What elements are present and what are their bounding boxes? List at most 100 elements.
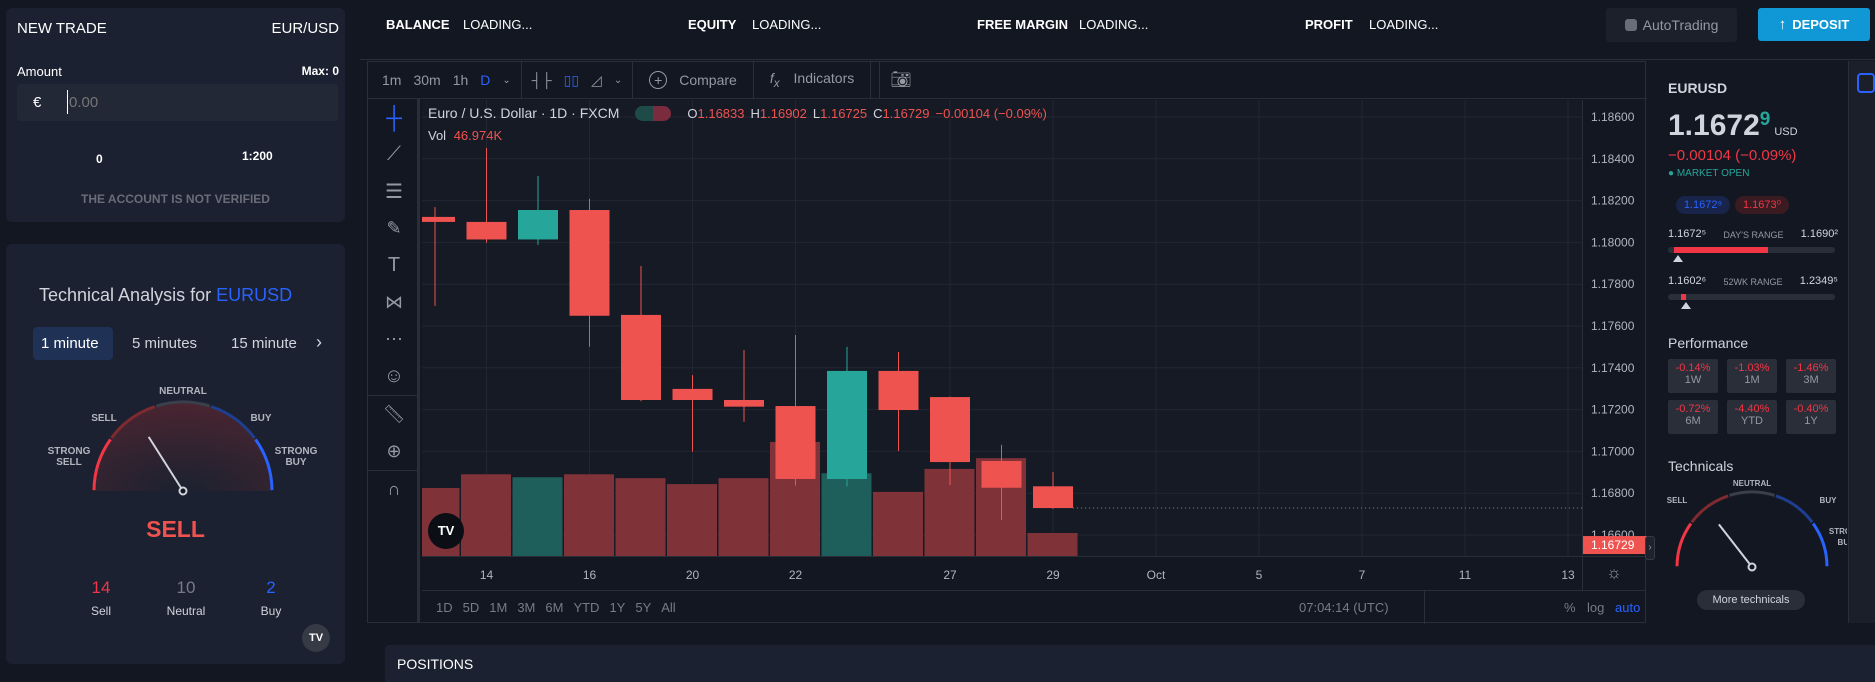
zoom-in-icon[interactable]: ⊕ [386, 441, 402, 461]
leverage-value[interactable]: 1:200 [242, 149, 273, 163]
performance-value: -1.46% [1793, 362, 1829, 374]
details-list-icon[interactable] [1857, 73, 1875, 93]
range-1m[interactable]: 1M [489, 600, 508, 615]
52wk-range-marker-icon [1681, 302, 1692, 309]
count-neutral: 10 Neutral [161, 578, 211, 618]
range-6m[interactable]: 6M [545, 600, 564, 615]
area-chart-icon[interactable]: ◿ [591, 71, 602, 88]
interval-1-minute[interactable]: 1 minute [41, 335, 99, 352]
performance-period: YTD [1741, 415, 1763, 427]
bid-price[interactable]: 1.1672⁹ [1676, 196, 1730, 214]
amount-input[interactable] [67, 90, 327, 114]
chart-pane[interactable]: Euro / U.S. Dollar · 1D · FXCM O1.16833 … [422, 100, 1582, 556]
market-status-toggle-icon[interactable] [635, 105, 672, 121]
more-technicals-button[interactable]: More technicals [1697, 590, 1805, 610]
max-label: Max: 0 [301, 64, 339, 78]
ask-price[interactable]: 1.1673⁰ [1735, 196, 1789, 214]
divider [368, 470, 417, 471]
interval-5-minutes[interactable]: 5 minutes [132, 335, 198, 352]
tradingview-logo-icon[interactable]: TV [302, 624, 330, 652]
chevron-down-icon[interactable]: ⌄ [502, 74, 511, 86]
collapse-chevron-icon[interactable]: › [1645, 536, 1655, 560]
52wk-high: 1.2349⁵ [1799, 275, 1838, 287]
range-all[interactable]: All [661, 600, 676, 615]
ruler-icon[interactable]: 📏︎ [382, 404, 406, 424]
ohlc-close: C1.16729 [873, 105, 930, 121]
interval-tab-1-minute[interactable] [33, 327, 113, 360]
candlestick-chart[interactable] [422, 100, 1582, 556]
gauge-needle [1718, 523, 1753, 568]
range-1y[interactable]: 1Y [609, 600, 626, 615]
time-tick-label: 14 [480, 568, 494, 582]
performance-period: 6M [1685, 415, 1701, 427]
brush-icon[interactable]: ✎ [386, 218, 402, 238]
day-range-label: DAY'S RANGE [1723, 230, 1784, 240]
range-ytd[interactable]: YTD [573, 600, 600, 615]
deposit-label: DEPOSIT [1792, 17, 1850, 32]
account-bar: BALANCE LOADING... EQUITY LOADING... FRE… [360, 0, 1875, 60]
pattern-icon[interactable]: ⋈ [385, 292, 403, 312]
count-sell: 14 Sell [76, 578, 126, 618]
indicators-button[interactable]: fx Indicators [764, 70, 860, 90]
range-3m[interactable]: 3M [517, 600, 536, 615]
trade-pair: EUR/USD [271, 20, 339, 37]
text-icon[interactable]: T [387, 254, 401, 276]
interval-d[interactable]: D [480, 72, 491, 88]
buy-arc [210, 405, 256, 439]
performance-grid: -0.14% 1W -1.03% 1M -1.46% 3M -0.72% 6M -4.40% YT… [1668, 359, 1838, 434]
free-margin-value: LOADING... [1079, 17, 1149, 32]
volume-legend: Vol 46.974K [428, 128, 502, 143]
percent-toggle[interactable]: % [1564, 600, 1576, 615]
interval-30m[interactable]: 30m [413, 72, 441, 88]
autotrading-button[interactable]: AutoTrading [1606, 8, 1737, 42]
gauge-fill [94, 402, 272, 491]
gauge-label: STRONG [48, 446, 91, 457]
candle-body [466, 221, 507, 240]
candle-body [1033, 486, 1073, 509]
volume-bar [615, 478, 666, 556]
amount-field[interactable]: € [17, 84, 338, 121]
emoji-icon[interactable]: ☺ [383, 365, 405, 387]
chevron-down-icon[interactable]: ⌄ [613, 74, 623, 86]
ta-verdict: SELL [146, 516, 205, 542]
magnet-icon[interactable]: ∩ [387, 479, 401, 499]
open-value: 1.16833 [697, 105, 745, 121]
settings-icon[interactable]: ☼ [1582, 556, 1646, 590]
range-5d[interactable]: 5D [462, 600, 480, 615]
interval-1m[interactable]: 1m [382, 72, 402, 88]
crosshair-icon[interactable]: ┼ [386, 104, 402, 130]
deposit-button[interactable]: ↑ DEPOSIT [1758, 8, 1870, 41]
positions-title[interactable]: POSITIONS [397, 656, 474, 672]
vol-value: 46.974K [453, 128, 503, 143]
time-axis[interactable]: 14 16 20 22 27 29 Oct 5 7 11 13 [422, 556, 1582, 590]
chevron-right-icon[interactable]: › [316, 332, 322, 352]
gauge-label: SELL [1667, 496, 1688, 505]
time-tick-label: Oct [1147, 568, 1166, 582]
trendline-icon[interactable]: ⟋ [387, 143, 401, 165]
close-value: 1.16729 [882, 105, 930, 121]
ta-symbol[interactable]: EURUSD [216, 285, 293, 305]
log-toggle[interactable]: log [1587, 600, 1605, 615]
interval-15-minutes[interactable]: 15 minute [231, 335, 297, 352]
price-last-digit: 9 [1759, 109, 1771, 130]
range-5y[interactable]: 5Y [635, 600, 652, 615]
range-1d[interactable]: 1D [436, 600, 453, 615]
camera-icon[interactable]: 📷︎ [890, 70, 912, 89]
compare-button[interactable]: + Compare [643, 71, 743, 89]
fib-lines-icon[interactable]: ☰ [385, 181, 403, 203]
gauge-label: BUY [250, 413, 271, 424]
prediction-icon[interactable]: ⋯ [385, 329, 403, 349]
performance-period: 1M [1744, 374, 1760, 386]
bars-icon[interactable]: ┤├ [531, 72, 552, 88]
candle-body [878, 370, 919, 411]
time-tick-label: 5 [1256, 568, 1263, 582]
price-axis[interactable]: 1.18600 1.18400 1.18200 1.18000 1.17800 1.176… [1582, 100, 1647, 590]
auto-toggle[interactable]: auto [1615, 600, 1641, 615]
interval-1h[interactable]: 1h [452, 72, 469, 88]
ta-title-text: Technical Analysis for [39, 285, 217, 305]
candles-icon[interactable]: ▯▯ [563, 71, 580, 88]
tradingview-logo-icon[interactable]: TV [428, 513, 464, 549]
day-high: 1.1690² [1800, 228, 1838, 240]
performance-cell: -1.03% 1M [1727, 359, 1777, 393]
candle-body [775, 406, 816, 479]
